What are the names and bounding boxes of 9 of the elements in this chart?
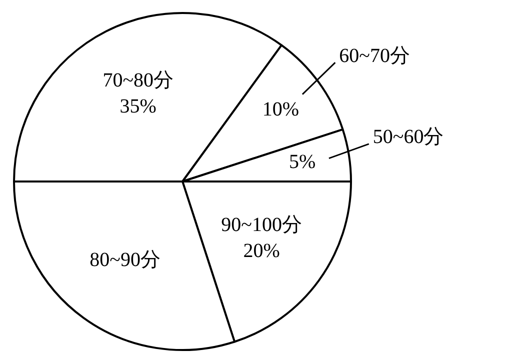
data-label: 10% <box>262 98 299 120</box>
data-label: 5% <box>288 150 316 173</box>
slice-label: 60~70分 <box>339 44 410 67</box>
slice-label: 80~90分 <box>90 248 160 271</box>
data-label: 20% <box>243 240 280 262</box>
slice-label: 90~100分 <box>221 214 302 236</box>
data-label: 35% <box>120 96 156 118</box>
slice-label: 50~60分 <box>372 126 444 148</box>
slice-label: 70~80分 <box>102 70 174 92</box>
